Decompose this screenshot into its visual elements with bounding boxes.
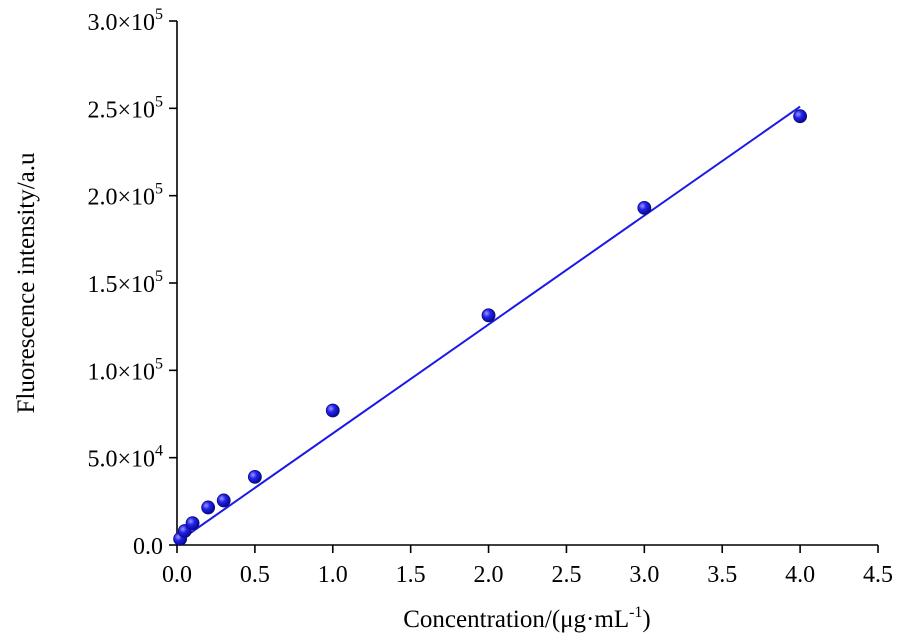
x-tick-label: 4.5	[863, 562, 893, 588]
data-point	[793, 109, 808, 124]
y-tick-label: 2.5×105	[87, 93, 163, 123]
data-point	[325, 403, 340, 418]
fit-line-group	[176, 105, 801, 544]
x-tick-label: 4.0	[785, 562, 815, 588]
ticks-group: 0.0 0.5 1.0 1.5 2.0 2.5 3.0 3.5 4.0 4.5 0.0 5.0×104…	[87, 6, 893, 588]
x-axis-title: Concentration/(μg·mL-1)	[403, 604, 651, 633]
data-point	[247, 469, 262, 484]
y-tick-label: 3.0×105	[87, 6, 163, 36]
y-tick-label: 5.0×104	[87, 443, 163, 473]
y-tick-label: 1.5×105	[87, 268, 163, 298]
y-tick-label: 2.0×105	[87, 181, 163, 211]
x-tick-label: 2.5	[551, 562, 581, 588]
x-tick-label: 3.5	[707, 562, 737, 588]
fit-line	[176, 105, 801, 544]
axes-group	[176, 21, 878, 546]
x-tick-label: 0.0	[162, 562, 192, 588]
data-point	[216, 493, 231, 508]
y-axis-title: Fluorescence intensity/a.u	[13, 152, 40, 414]
x-tick-label: 2.0	[474, 562, 504, 588]
y-tick-label: 0.0	[133, 534, 163, 560]
x-tick-label: 1.0	[318, 562, 348, 588]
y-tick-label: 1.0×105	[87, 355, 163, 385]
x-tick-label: 1.5	[396, 562, 426, 588]
x-tick-label: 0.5	[240, 562, 270, 588]
data-point	[185, 516, 200, 531]
data-points-group	[173, 109, 808, 546]
data-point	[201, 500, 216, 515]
data-point	[481, 308, 496, 323]
data-point	[637, 200, 652, 215]
x-tick-label: 3.0	[629, 562, 659, 588]
